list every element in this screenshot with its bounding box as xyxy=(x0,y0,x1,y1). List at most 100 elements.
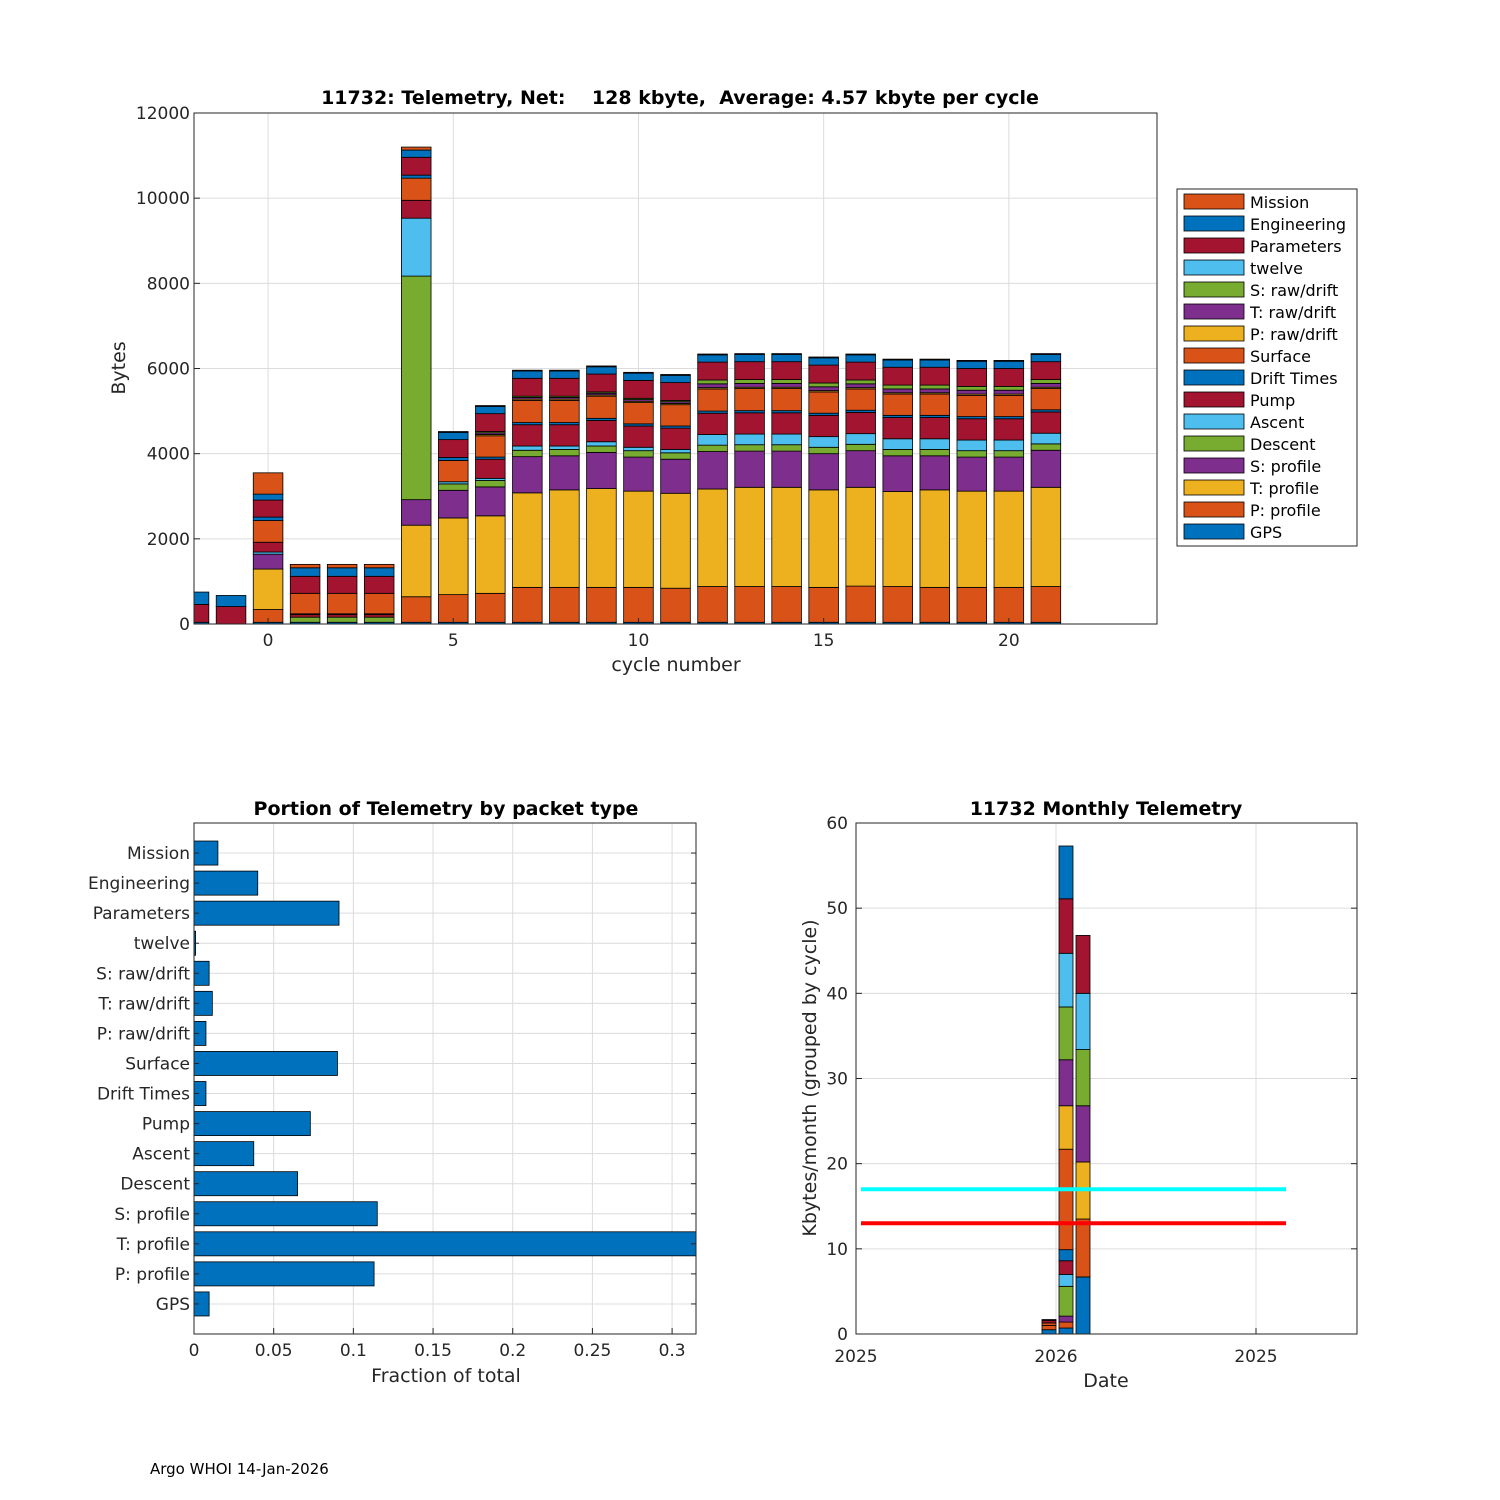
bar-cycle-9-parameters xyxy=(586,373,617,393)
bar-cycle-2-descent xyxy=(326,616,358,623)
legend-swatch-t-profile xyxy=(1183,479,1245,496)
legend-swatch-s-raw-drift xyxy=(1183,281,1245,298)
bar-cycle--1-parameters xyxy=(215,606,247,625)
ytick-label-4000: 4000 xyxy=(147,445,190,465)
category-label-surface: Surface xyxy=(125,1054,190,1074)
bar-cycle-17-parameters xyxy=(882,366,913,386)
legend-label-p-profile: P: profile xyxy=(1250,501,1321,520)
xtick-label-1: 0.05 xyxy=(255,1341,293,1361)
bar-cycle-17-t-raw-drift xyxy=(882,388,913,394)
bar-cycle-8-s-profile xyxy=(549,455,580,491)
portion-chart-grid xyxy=(193,823,696,1334)
bar-cycle-21-mission xyxy=(1030,353,1062,355)
bar-cycle-6-surface xyxy=(475,435,506,458)
bar-cycle-7-p-profile xyxy=(512,586,543,623)
xtick-label-10: 10 xyxy=(628,631,650,651)
bar-cycle--1-engineering xyxy=(215,595,247,607)
bar-cycle-19-surface xyxy=(956,394,988,418)
category-label-p-profile: P: profile xyxy=(115,1265,190,1285)
bar-cycle-7-pump xyxy=(512,424,543,447)
bar-cycle-21-t-profile xyxy=(1030,486,1062,587)
bar-s-profile xyxy=(193,1201,378,1227)
bar-cycle-21-pump xyxy=(1030,411,1062,434)
bar-cycle-10-t-profile xyxy=(623,490,654,588)
bar-cycle-7-engineering xyxy=(512,370,543,379)
bar-cycle-15-parameters xyxy=(808,364,839,384)
bar-cycle-14-mission xyxy=(771,353,802,355)
bar-cycle-19-t-profile xyxy=(956,490,988,588)
legend-swatch-drift-times xyxy=(1183,369,1245,386)
monthly-bar-2-segment-6 xyxy=(1075,935,1091,994)
bar-cycle-5-t-profile xyxy=(438,517,469,596)
category-label-engineering: Engineering xyxy=(88,874,190,894)
legend-label-pump: Pump xyxy=(1250,391,1295,410)
bar-cycle-19-parameters xyxy=(956,368,988,387)
bar-cycle-1-surface xyxy=(289,592,321,615)
bar-cycle-11-ascent xyxy=(660,449,691,454)
ytick-label-8000: 8000 xyxy=(147,274,190,294)
bar-cycle-16-descent xyxy=(845,443,876,452)
bar-cycle-11-parameters xyxy=(660,382,691,401)
category-label-ascent: Ascent xyxy=(132,1145,190,1165)
bar-cycle-18-s-raw-drift xyxy=(919,384,950,390)
bar-cycle-19-engineering xyxy=(956,360,988,369)
legend-label-engineering: Engineering xyxy=(1250,215,1346,234)
bar-cycle-21-s-raw-drift xyxy=(1030,379,1062,384)
bar-cycle-4-surface xyxy=(401,177,432,201)
portion-chart-ticks: 0 0.05 0.1 0.15 0.2 0.25 0.3 Mission Engineering… xyxy=(88,844,696,1361)
bar-cycle-17-engineering xyxy=(882,359,913,368)
bar-cycle-14-engineering xyxy=(771,354,802,363)
bar-cycle-15-engineering xyxy=(808,357,839,366)
bar-cycle-19-s-profile xyxy=(956,456,988,492)
bar-cycle-3-surface xyxy=(363,592,395,615)
category-label-t-raw-drift: T: raw/drift xyxy=(97,994,190,1014)
bar-cycle-11-descent xyxy=(660,452,691,460)
bar-cycle-6-pump xyxy=(475,458,506,479)
bar-cycle-16-mission xyxy=(845,353,876,356)
category-label-twelve: twelve xyxy=(134,934,190,954)
bar-cycle-8-pump xyxy=(549,424,580,447)
monthly-chart-ticks: 0 10 20 30 40 50 60 2025 2026 2025 xyxy=(826,814,1357,1367)
bar-cycle-15-mission xyxy=(808,356,839,359)
bar-cycle-6-parameters xyxy=(475,413,506,432)
bar-cycle-16-t-profile xyxy=(845,486,876,587)
monthly-bar-1-segment-2 xyxy=(1058,1315,1074,1323)
xtick-label-1: 2026 xyxy=(1034,1347,1077,1367)
bar-cycle-18-descent xyxy=(919,449,950,457)
bar-cycle-3-parameters xyxy=(363,575,395,594)
legend-label-p-raw-drift: P: raw/drift xyxy=(1250,325,1338,344)
bar-cycle-0-drift-times xyxy=(252,516,284,521)
bar-cycle-4-descent xyxy=(401,275,432,501)
bar-cycle-12-t-profile xyxy=(697,488,728,587)
xtick-label-3: 0.15 xyxy=(414,1341,452,1361)
bar-cycle-8-surface xyxy=(549,400,580,423)
bar-cycle-14-pump xyxy=(771,412,802,435)
bar-cycle-21-descent xyxy=(1030,443,1062,451)
monthly-bar-2-segment-1 xyxy=(1075,1218,1091,1278)
portion-chart-title: Portion of Telemetry by packet type xyxy=(254,798,639,820)
ytick-label-12000: 12000 xyxy=(136,104,190,124)
bar-cycle-12-descent xyxy=(697,444,728,452)
bar-cycle-13-s-profile xyxy=(734,450,765,488)
bar-cycle-6-descent xyxy=(475,480,506,488)
bar-cycle-6-mission xyxy=(475,405,506,407)
bar-cycle-20-s-raw-drift xyxy=(993,385,1025,391)
bar-cycle-0-parameters xyxy=(252,499,284,518)
bar-cycle-8-engineering xyxy=(549,370,580,379)
bar-cycle-19-t-raw-drift xyxy=(956,389,988,395)
bar-cycle-5-pump xyxy=(438,439,469,458)
bar-cycle-12-s-raw-drift xyxy=(697,379,728,385)
bar-cycle-17-surface xyxy=(882,393,913,416)
bar-cycle-12-ascent xyxy=(697,434,728,446)
bar-cycle-13-engineering xyxy=(734,354,765,363)
bar-cycle-15-t-profile xyxy=(808,489,839,588)
bar-cycle-0-engineering xyxy=(252,493,284,501)
bar-cycle-5-s-profile xyxy=(438,489,469,519)
bar-cycle-11-t-profile xyxy=(660,492,691,589)
bar-cycle-20-t-raw-drift xyxy=(993,389,1025,395)
bar-cycle-12-parameters xyxy=(697,361,728,381)
bar-cycle-20-ascent xyxy=(993,439,1025,452)
bar-cycle-4-ascent xyxy=(401,217,432,277)
xtick-label-4: 0.2 xyxy=(499,1341,526,1361)
bar-cycle-2-mission xyxy=(326,563,358,569)
